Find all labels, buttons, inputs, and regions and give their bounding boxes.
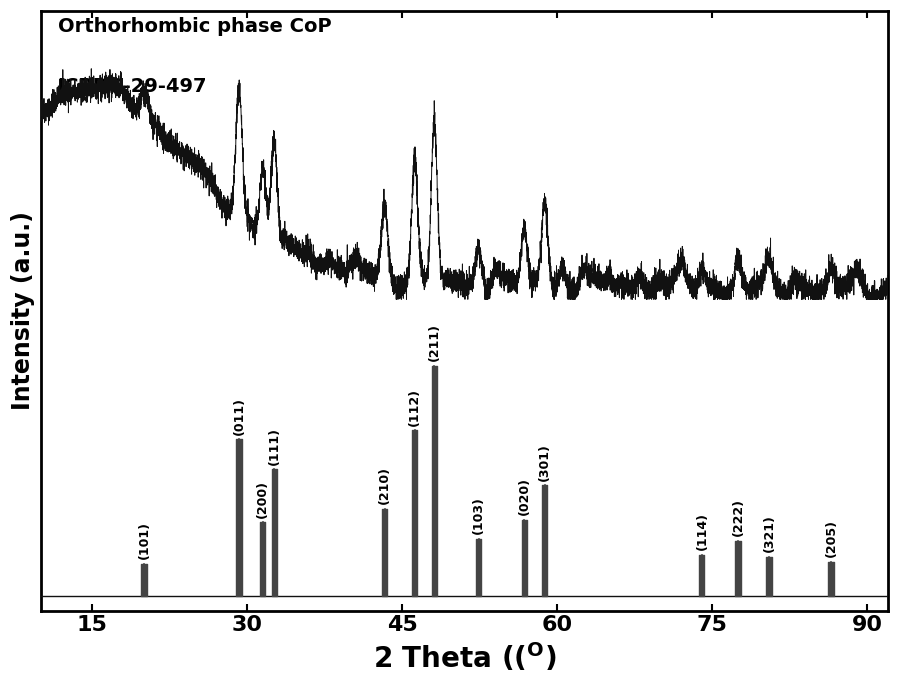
Text: (011): (011) [233,397,245,435]
Text: (112): (112) [408,388,422,425]
Text: JCPDS-29-497: JCPDS-29-497 [58,77,207,96]
Text: (020): (020) [518,477,530,516]
Text: (111): (111) [268,427,280,464]
Text: (321): (321) [762,514,776,552]
Y-axis label: Intensity (a.u.): Intensity (a.u.) [11,212,35,410]
Text: (210): (210) [378,466,391,504]
Text: (211): (211) [428,323,441,361]
Text: (205): (205) [824,519,838,557]
Text: (114): (114) [696,512,708,550]
X-axis label: 2 Theta ($\mathregular{(^O)}$: 2 Theta ($\mathregular{(^O)}$ [372,641,556,674]
Text: (103): (103) [472,496,485,534]
Text: Orthorhombic phase CoP: Orthorhombic phase CoP [58,17,331,36]
Text: (101): (101) [138,521,150,559]
Text: (222): (222) [732,498,744,536]
Text: (200): (200) [256,479,270,518]
Text: (301): (301) [539,443,551,481]
